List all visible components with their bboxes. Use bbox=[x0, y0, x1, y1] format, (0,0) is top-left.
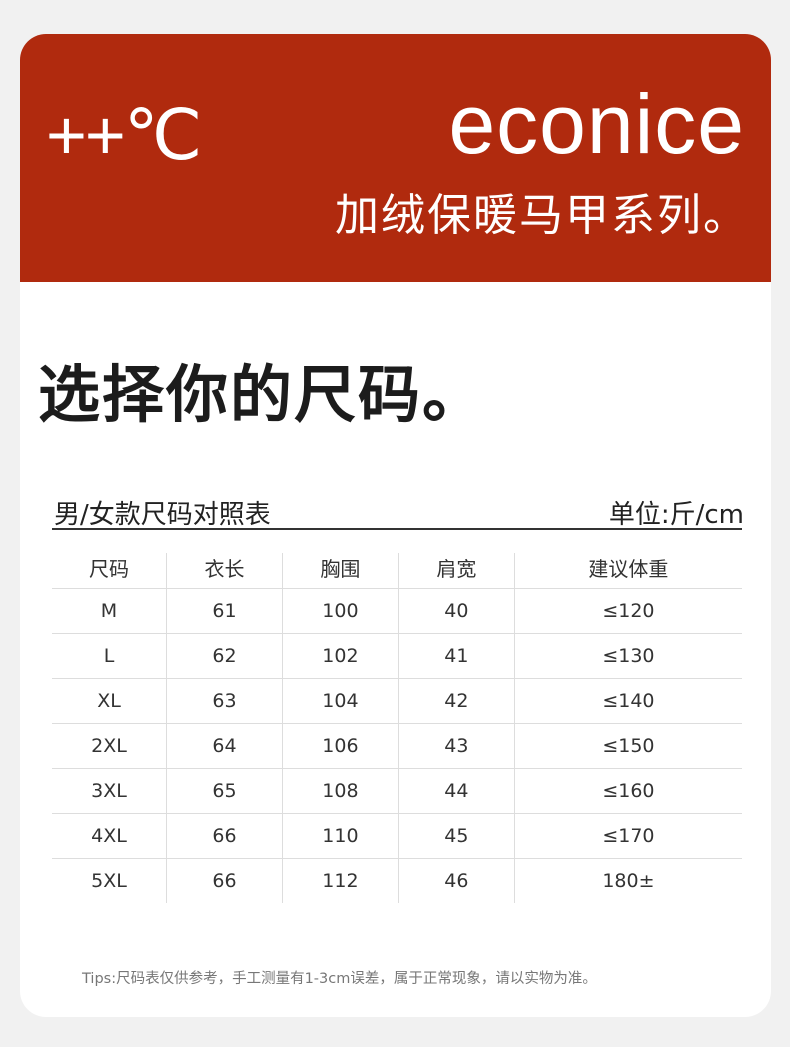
table-cell: 5XL bbox=[52, 857, 167, 903]
table-cell: 66 bbox=[166, 857, 283, 903]
brand-banner: ++℃ econice 加绒保暖马甲系列。 bbox=[20, 34, 771, 282]
column-header: 衣长 bbox=[166, 553, 283, 588]
table-cell: 3XL bbox=[52, 767, 167, 813]
header-row: 尺码 衣长 胸围 肩宽 建议体重 bbox=[52, 553, 742, 588]
table-row: 2XL 64 106 43 ≤150 bbox=[52, 722, 742, 768]
table-cell: M bbox=[52, 587, 167, 633]
table-caption: 男/女款尺码对照表 bbox=[54, 500, 271, 530]
table-row: 3XL 65 108 44 ≤160 bbox=[52, 767, 742, 813]
table-row: 4XL 66 110 45 ≤170 bbox=[52, 812, 742, 858]
series-name: 加绒保暖马甲系列。 bbox=[335, 190, 749, 241]
table-cell: 46 bbox=[397, 857, 515, 903]
table-cell: 106 bbox=[281, 722, 399, 768]
table-row: XL 63 104 42 ≤140 bbox=[52, 677, 742, 723]
table-cell: 65 bbox=[166, 767, 283, 813]
page-title: 选择你的尺码。 bbox=[38, 358, 487, 431]
brand-name: econice bbox=[448, 77, 745, 171]
table-cell: 64 bbox=[166, 722, 283, 768]
table-cell: 100 bbox=[281, 587, 399, 633]
table-cell: ≤130 bbox=[513, 632, 742, 678]
table-cell: 110 bbox=[281, 812, 399, 858]
size-table: 尺码 衣长 胸围 肩宽 建议体重 M 61 100 40 ≤120 L 62 102 41 ≤130 XL 6… bbox=[52, 553, 742, 903]
table-cell: ≤160 bbox=[513, 767, 742, 813]
table-row: 5XL 66 112 46 180± bbox=[52, 857, 742, 903]
table-cell: 108 bbox=[281, 767, 399, 813]
table-row: L 62 102 41 ≤130 bbox=[52, 632, 742, 678]
table-cell: 102 bbox=[281, 632, 399, 678]
table-cell: ≤150 bbox=[513, 722, 742, 768]
table-cell: 62 bbox=[166, 632, 283, 678]
table-cell: 43 bbox=[397, 722, 515, 768]
column-header: 胸围 bbox=[281, 553, 399, 588]
column-header: 尺码 bbox=[89, 557, 129, 581]
table-cell: 112 bbox=[281, 857, 399, 903]
table-cell: 2XL bbox=[52, 722, 167, 768]
table-cell: XL bbox=[52, 677, 167, 723]
table-cell: 4XL bbox=[52, 812, 167, 858]
unit-label: 单位:斤/cm bbox=[608, 500, 744, 530]
logo: ++℃ bbox=[46, 96, 202, 174]
table-cell: 44 bbox=[397, 767, 515, 813]
table-cell: 42 bbox=[397, 677, 515, 723]
table-cell: 180± bbox=[513, 857, 742, 903]
table-cell: ≤140 bbox=[513, 677, 742, 723]
column-header: 肩宽 bbox=[397, 553, 515, 588]
table-heading: 男/女款尺码对照表 单位:斤/cm bbox=[52, 492, 744, 530]
table-cell: L bbox=[52, 632, 167, 678]
table-cell: 41 bbox=[397, 632, 515, 678]
table-row: M 61 100 40 ≤120 bbox=[52, 587, 742, 633]
table-cell: 66 bbox=[166, 812, 283, 858]
tips-text: Tips:尺码表仅供参考，手工测量有1-3cm误差，属于正常现象，请以实物为准。 bbox=[82, 971, 597, 987]
table-cell: ≤170 bbox=[513, 812, 742, 858]
table-cell: ≤120 bbox=[513, 587, 742, 633]
table-cell: 61 bbox=[166, 587, 283, 633]
column-header: 建议体重 bbox=[513, 553, 742, 588]
size-card: ++℃ econice 加绒保暖马甲系列。 选择你的尺码。 男/女款尺码对照表 … bbox=[20, 34, 771, 1017]
table-cell: 104 bbox=[281, 677, 399, 723]
table-cell: 45 bbox=[397, 812, 515, 858]
table-cell: 63 bbox=[166, 677, 283, 723]
table-cell: 40 bbox=[397, 587, 515, 633]
